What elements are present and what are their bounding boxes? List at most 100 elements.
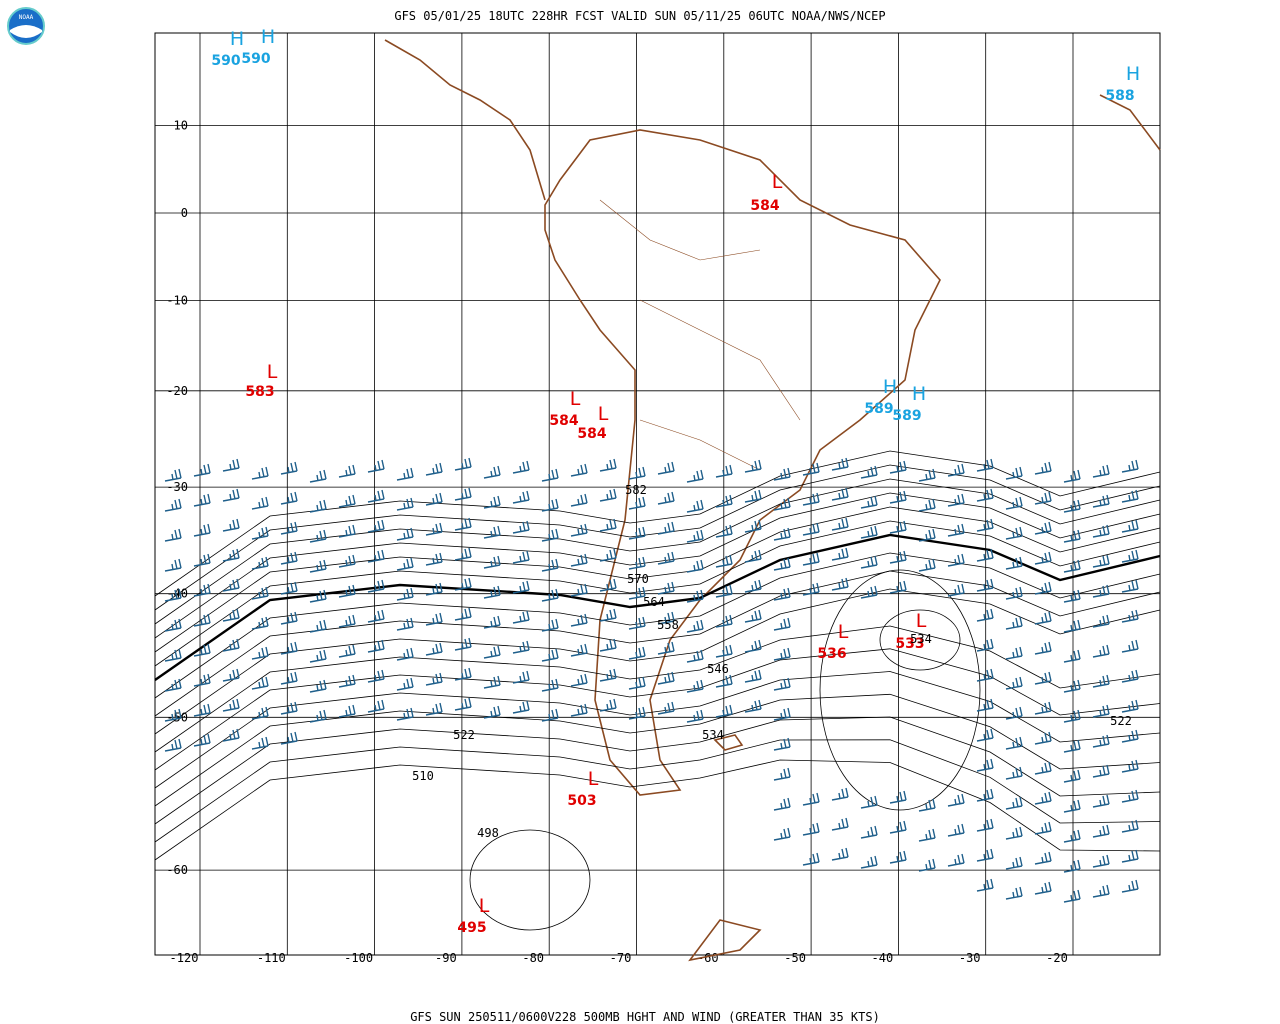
wind-barb <box>860 465 878 479</box>
wind-barb <box>947 793 965 807</box>
wind-barb <box>889 790 907 804</box>
wind-barb <box>309 559 327 573</box>
system-letter: L <box>570 388 581 410</box>
wind-barb <box>280 731 298 745</box>
wind-barb <box>541 648 559 662</box>
wind-barb <box>773 527 791 541</box>
wind-barb <box>193 463 211 477</box>
contour <box>154 492 1161 639</box>
wind-barb <box>744 459 762 473</box>
wind-barb <box>1063 499 1081 513</box>
wind-barb <box>309 679 327 693</box>
system-letter: L <box>838 621 849 643</box>
wind-barb <box>454 667 472 681</box>
wind-barb <box>454 607 472 621</box>
wind-barb <box>831 517 849 531</box>
wind-barb <box>251 496 269 510</box>
wind-barb <box>1121 549 1139 563</box>
wind-barb <box>802 552 820 566</box>
wind-barb <box>1005 616 1023 630</box>
lat-label: -20 <box>166 384 188 398</box>
wind-barb <box>599 458 617 472</box>
coast-antarctic-peninsula <box>688 919 762 962</box>
contour-low <box>819 569 981 811</box>
wind-barb <box>744 639 762 653</box>
wind-barb <box>1034 791 1052 805</box>
wind-barb <box>976 668 994 682</box>
wind-barb <box>1092 554 1110 568</box>
wind-barb <box>1063 859 1081 873</box>
wind-barb <box>1121 609 1139 623</box>
wind-barb <box>338 584 356 598</box>
wind-barb <box>280 461 298 475</box>
wind-barb <box>715 614 733 628</box>
contour <box>154 759 1161 861</box>
wind-barb <box>657 611 675 625</box>
wind-barb <box>1121 849 1139 863</box>
wind-barb <box>599 638 617 652</box>
wind-barb <box>599 698 617 712</box>
wind-barb <box>222 578 240 592</box>
wind-barb <box>1063 889 1081 903</box>
wind-barb <box>831 547 849 561</box>
wind-barb <box>454 697 472 711</box>
wind-barb <box>512 670 530 684</box>
wind-barb <box>222 728 240 742</box>
wind-barb <box>744 549 762 563</box>
lon-label: -30 <box>959 951 981 965</box>
wind-barb <box>1092 704 1110 718</box>
wind-barb <box>1034 851 1052 865</box>
contour-label: 534 <box>910 632 932 646</box>
wind-barb <box>483 705 501 719</box>
wind-barb <box>541 678 559 692</box>
wind-barb <box>425 552 443 566</box>
wind-barb <box>280 581 298 595</box>
wind-barb <box>425 642 443 656</box>
wind-barb <box>744 699 762 713</box>
wind-barb <box>976 638 994 652</box>
lat-label: -10 <box>166 294 188 308</box>
wind-barb <box>802 822 820 836</box>
wind-barb <box>1034 611 1052 625</box>
wind-barb <box>686 589 704 603</box>
coast-central-america <box>384 39 546 201</box>
wind-barb <box>918 468 936 482</box>
wind-barb <box>193 583 211 597</box>
system-value: 536 <box>817 646 846 662</box>
wind-barb <box>1034 671 1052 685</box>
contour-label: 570 <box>627 572 649 586</box>
wind-barb <box>1005 706 1023 720</box>
wind-barb <box>1092 884 1110 898</box>
wind-barb <box>454 487 472 501</box>
wind-barb <box>976 488 994 502</box>
wind-barb <box>860 525 878 539</box>
wind-barb <box>1121 819 1139 833</box>
logo: NOAA <box>7 7 45 45</box>
wind-barb <box>309 499 327 513</box>
wind-barb <box>367 459 385 473</box>
wind-barb <box>802 852 820 866</box>
wind-barb <box>744 489 762 503</box>
wind-barb <box>628 646 646 660</box>
wind-barb <box>541 618 559 632</box>
wind-barb <box>657 701 675 715</box>
wind-barb <box>657 491 675 505</box>
wind-barb <box>1034 461 1052 475</box>
wind-barb <box>280 611 298 625</box>
wind-barb <box>1034 821 1052 835</box>
wind-barb <box>599 578 617 592</box>
wind-barb <box>367 579 385 593</box>
wind-barb <box>860 555 878 569</box>
wind-barb <box>222 668 240 682</box>
contour <box>154 625 1161 753</box>
wind-barb <box>367 669 385 683</box>
coast-africa <box>1099 94 1161 151</box>
wind-barb <box>1121 699 1139 713</box>
wind-barb <box>773 797 791 811</box>
wind-barb <box>918 858 936 872</box>
system-letter: H <box>1126 63 1140 85</box>
wind-barb <box>976 548 994 562</box>
wind-barb <box>512 550 530 564</box>
wind-barb <box>802 792 820 806</box>
wind-barb <box>1092 734 1110 748</box>
